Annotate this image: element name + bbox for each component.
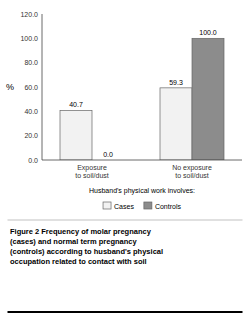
chart: 0.0 20.0 40.0 60.0 80.0 100.0 120.0% 40.7 0.0 59.… (0, 0, 250, 323)
data-labels: 40.7 0.0 59.3 100.0 (69, 29, 217, 158)
legend-label: Controls (155, 203, 182, 210)
x-tick-label: Exposureto soil/dust (75, 164, 109, 179)
legend-item: Cases (103, 202, 134, 210)
data-label: 40.7 (69, 101, 83, 108)
x-axis-label: Husband's physical work involves: (89, 187, 195, 195)
bottom-rule (8, 311, 243, 313)
x-tick-label: No exposureto soil/dust (172, 164, 212, 179)
y-tick-label: 0.0 (28, 157, 38, 164)
y-tick-label: 20.0 (24, 132, 38, 139)
data-label: 100.0 (199, 29, 217, 36)
legend-swatch (144, 202, 152, 209)
legend-label: Cases (114, 203, 134, 210)
data-label: 0.0 (103, 151, 113, 158)
data-label: 59.3 (169, 79, 183, 86)
bar (192, 38, 224, 160)
legend-item: Controls (144, 202, 182, 210)
y-axis-label: % (6, 82, 14, 92)
bar (160, 88, 192, 160)
separator (8, 220, 243, 221)
legend: Cases Controls (103, 202, 181, 210)
y-tick-label: 80.0 (24, 59, 38, 66)
y-tick-label: 60.0 (24, 84, 38, 91)
bar (60, 110, 92, 160)
bars (60, 38, 224, 160)
caption: Figure 2 Frequency of molar pregnancy(ca… (10, 227, 163, 266)
x-axis-line (42, 160, 242, 161)
legend-swatch (103, 202, 111, 209)
y-tick-label: 120.0 (20, 11, 38, 18)
y-tick-label: 40.0 (24, 108, 38, 115)
y-tick-label: 100.0 (20, 35, 38, 42)
y-axis-line (42, 14, 43, 160)
